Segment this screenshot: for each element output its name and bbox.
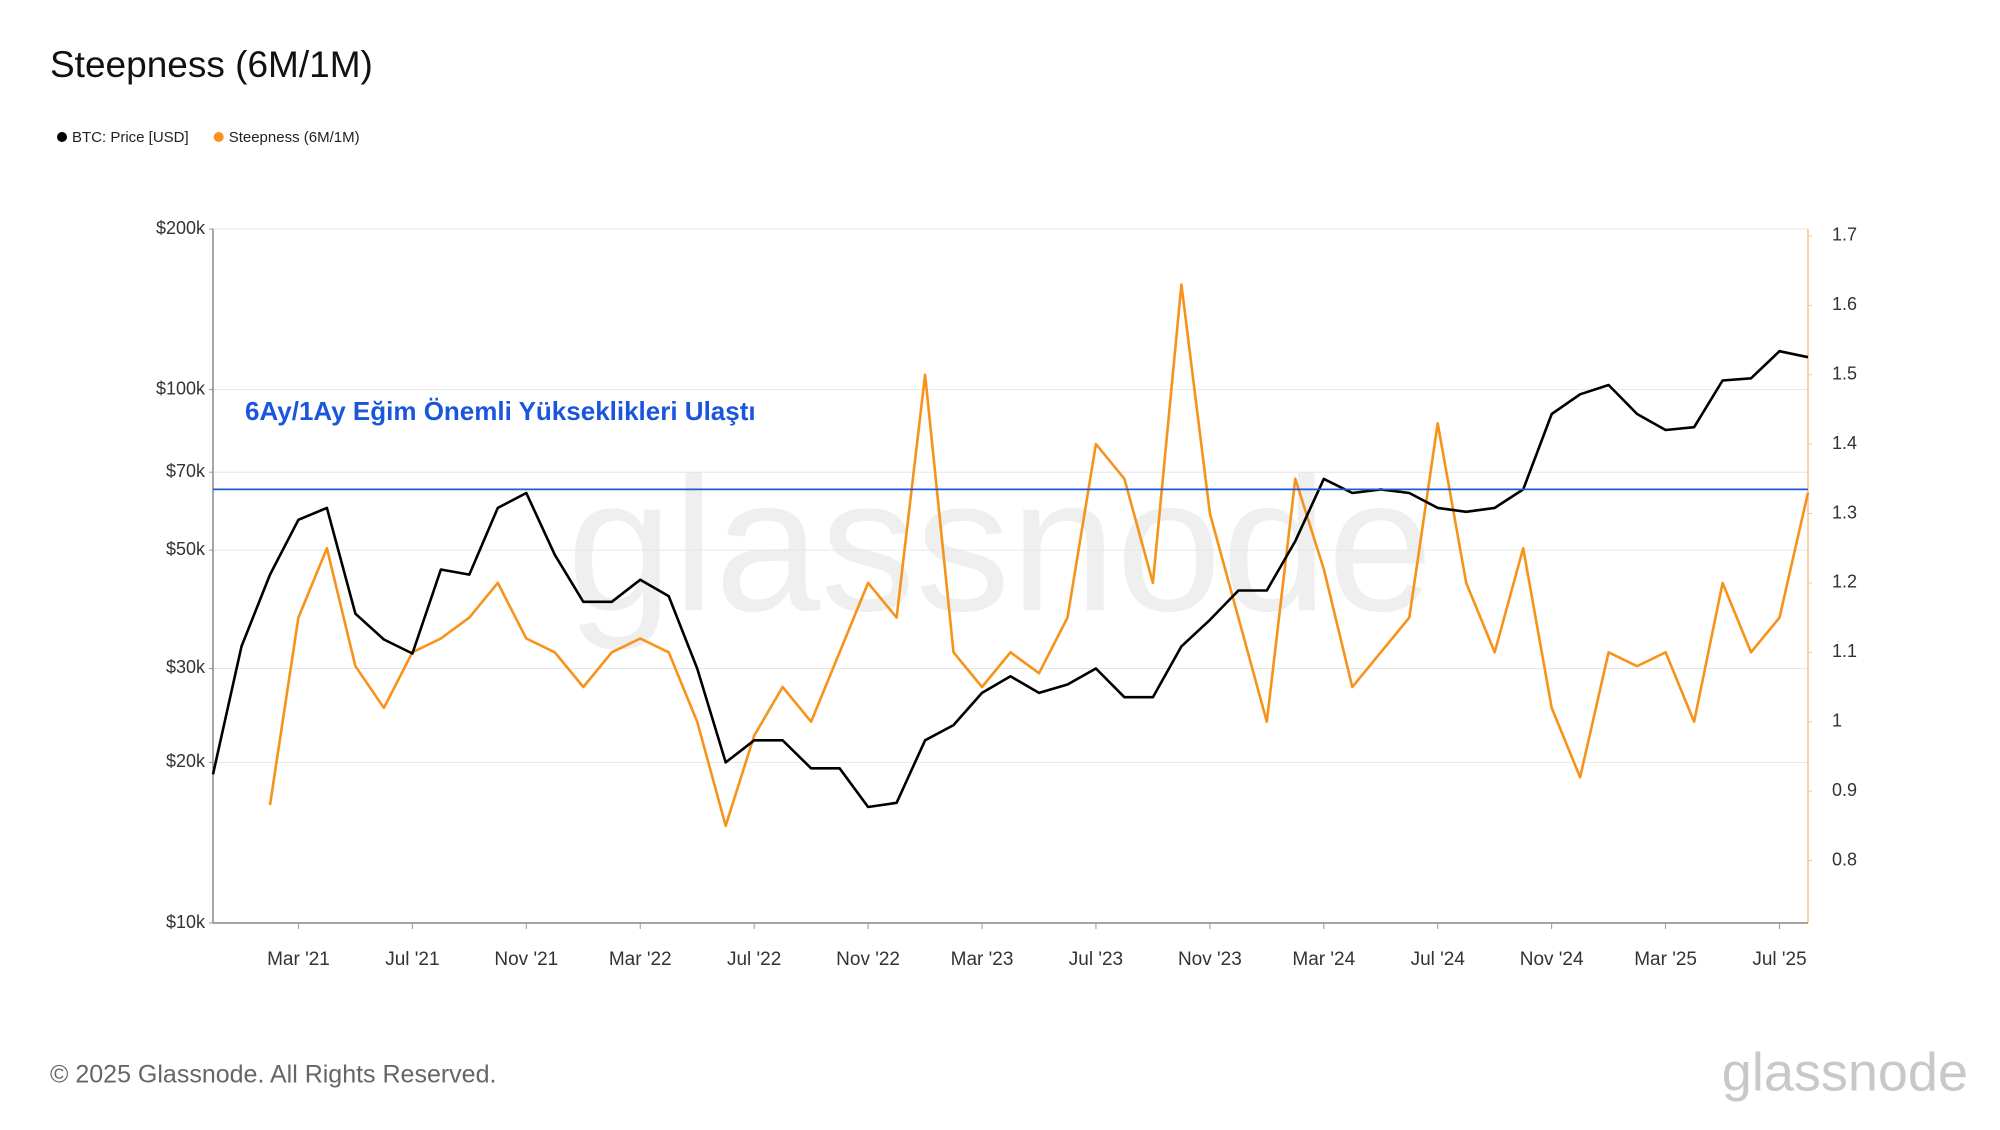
x-tick-label: Nov '23 [1178, 949, 1242, 970]
x-tick-label: Mar '22 [609, 949, 672, 970]
series-line [268, 283, 1810, 828]
y-tick-label: $200k [156, 218, 206, 238]
y2-tick-label: 1.4 [1832, 433, 1857, 453]
x-tick-label: Nov '24 [1520, 949, 1584, 970]
copyright: © 2025 Glassnode. All Rights Reserved. [50, 1061, 496, 1089]
legend-label: Steepness (6M/1M) [229, 129, 360, 146]
x-tick-label: Mar '23 [951, 949, 1014, 970]
x-tick-label: Mar '21 [267, 949, 330, 970]
x-tick-label: Nov '21 [494, 949, 558, 970]
y-tick-label: $50k [166, 539, 206, 559]
y-tick-label: $10k [166, 912, 206, 932]
legend-marker [213, 132, 224, 142]
x-tick-label: Jul '23 [1069, 949, 1123, 970]
chart-title: Steepness (6M/1M) [50, 44, 373, 85]
y2-tick-label: 1.2 [1832, 572, 1857, 592]
legend-label: BTC: Price [USD] [72, 129, 189, 146]
y2-tick-label: 0.8 [1832, 849, 1857, 869]
y2-tick-label: 0.9 [1832, 780, 1857, 800]
x-tick-label: Jul '22 [727, 949, 781, 970]
legend-marker [57, 132, 67, 142]
y-tick-label: $100k [156, 378, 206, 398]
y2-tick-label: 1.3 [1832, 502, 1857, 522]
y2-tick-label: 1.5 [1832, 363, 1857, 383]
series-line [211, 349, 1809, 809]
y2-tick-label: 1.7 [1832, 225, 1857, 245]
x-tick-label: Jul '25 [1752, 949, 1806, 970]
y2-tick-label: 1.6 [1832, 294, 1857, 314]
y2-tick-label: 1 [1832, 710, 1842, 730]
y2-tick-label: 1.1 [1832, 641, 1857, 661]
y-tick-label: $20k [166, 751, 206, 771]
x-tick-label: Jul '24 [1411, 949, 1466, 970]
y-tick-label: $30k [166, 657, 206, 677]
annotation: 6Ay/1Ay Eğim Önemli Yükseklikleri Ulaştı [245, 396, 756, 426]
x-tick-label: Mar '25 [1634, 949, 1697, 970]
x-tick-label: Mar '24 [1292, 949, 1355, 970]
watermark: glassnode [567, 439, 1433, 651]
x-tick-label: Jul '21 [385, 949, 439, 970]
logo: glassnode [1722, 1042, 1968, 1102]
x-tick-label: Nov '22 [836, 949, 900, 970]
y-tick-label: $70k [166, 461, 206, 481]
